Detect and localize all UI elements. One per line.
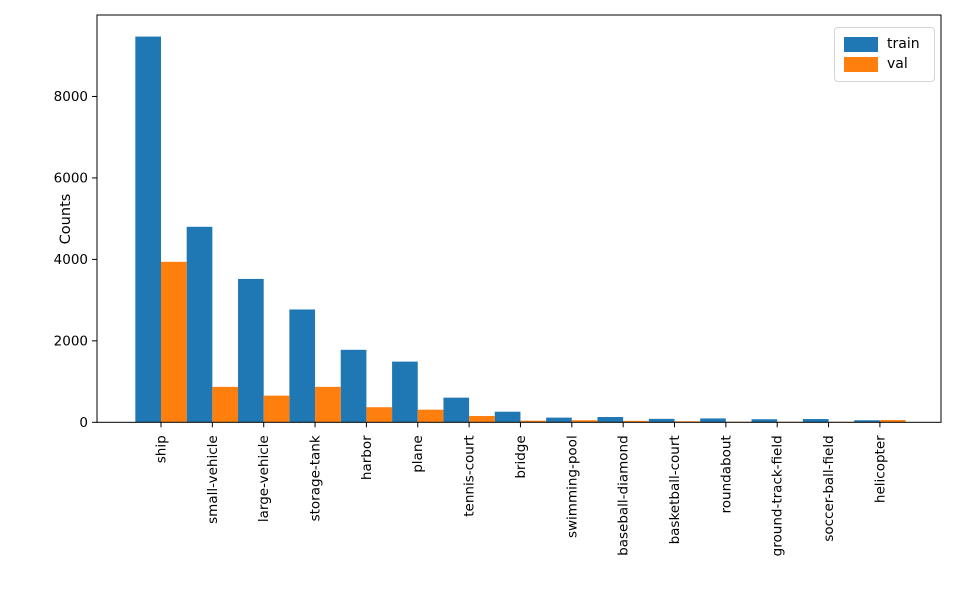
y-axis-title: Counts <box>58 194 74 245</box>
bar-val-bridge <box>520 420 547 423</box>
x-axis-tick-label: bridge <box>513 435 529 478</box>
y-axis-tick-label: 2000 <box>54 333 88 349</box>
x-axis-tick-label: helicopter <box>872 435 888 503</box>
bar-val-small-vehicle <box>212 386 239 423</box>
bar-val-large-vehicle <box>263 395 290 423</box>
legend-item-train: train <box>844 34 925 54</box>
legend-swatch-val <box>844 57 878 73</box>
bar-train-swimming-pool <box>546 417 572 423</box>
bar-train-small-vehicle <box>186 226 213 423</box>
x-axis-tick-label: swimming-pool <box>564 435 580 538</box>
plot-border <box>96 14 942 423</box>
x-axis-tick-label: large-vehicle <box>256 435 272 522</box>
val-color-swatch <box>844 57 878 73</box>
bar-val-plane <box>417 409 444 423</box>
bar-train-helicopter <box>854 420 880 423</box>
legend-item-val: val <box>844 55 925 75</box>
bar-train-storage-tank <box>289 309 316 423</box>
bar-train-soccer-ball-field <box>802 419 829 423</box>
bar-val-helicopter <box>879 420 906 423</box>
x-axis-tick-label: basketball-court <box>667 435 683 544</box>
bar-train-bridge <box>494 411 521 423</box>
x-axis-tick-label: soccer-ball-field <box>821 435 837 541</box>
bar-train-large-vehicle <box>238 278 264 423</box>
x-axis-tick-label: roundabout <box>718 435 734 513</box>
bar-val-swimming-pool <box>571 420 598 423</box>
x-axis-tick-label: ship <box>154 435 170 463</box>
bar-val-baseball-diamond <box>623 420 649 423</box>
bar-train-tennis-court <box>443 397 470 423</box>
y-axis-tick-label: 4000 <box>54 252 88 268</box>
train-color-swatch <box>844 36 878 52</box>
x-axis-tick-label: harbor <box>359 435 375 480</box>
x-axis-tick-label: baseball-diamond <box>616 435 632 556</box>
legend-swatch-train <box>844 36 878 52</box>
bar-train-harbor <box>340 349 367 423</box>
y-axis-tick-label: 8000 <box>54 89 88 105</box>
bar-val-basketball-court <box>674 421 701 423</box>
legend-label-train: train <box>887 35 920 52</box>
x-axis-tick-label: plane <box>410 435 426 472</box>
x-axis-tick-label: ground-track-field <box>770 435 786 556</box>
bar-val-storage-tank <box>315 386 341 423</box>
x-axis-tick-label: tennis-court <box>462 435 478 516</box>
x-axis-tick-label: small-vehicle <box>205 435 221 524</box>
bar-train-basketball-court <box>648 418 675 423</box>
y-axis-tick-label: 0 <box>79 415 88 431</box>
x-axis-tick-label: storage-tank <box>308 435 324 521</box>
bar-train-ground-track-field <box>751 419 778 423</box>
legend-label-val: val <box>887 56 908 73</box>
bar-val-tennis-court <box>469 415 495 423</box>
bar-val-harbor <box>366 407 393 423</box>
bar-train-baseball-diamond <box>597 417 624 423</box>
bar-train-roundabout <box>700 418 726 423</box>
bar-train-plane <box>392 361 418 423</box>
bar-val-ship <box>161 261 187 423</box>
y-axis-tick-label: 6000 <box>54 170 88 186</box>
legend: train val <box>834 27 935 82</box>
bar-train-ship <box>135 36 161 423</box>
